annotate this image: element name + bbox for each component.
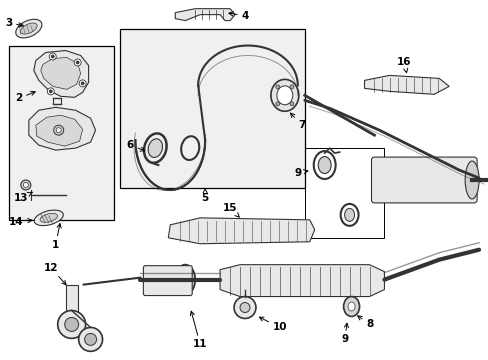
Circle shape: [47, 88, 54, 95]
Polygon shape: [168, 218, 314, 244]
Text: 12: 12: [43, 263, 66, 285]
Polygon shape: [29, 107, 95, 150]
Text: 2: 2: [15, 91, 35, 103]
Bar: [9, 45, 113, 220]
Polygon shape: [175, 9, 235, 21]
Ellipse shape: [175, 265, 195, 294]
Text: 10: 10: [259, 317, 286, 332]
Circle shape: [275, 102, 279, 106]
Text: 14: 14: [9, 217, 32, 227]
Text: 8: 8: [357, 316, 372, 329]
Ellipse shape: [40, 213, 58, 222]
Ellipse shape: [343, 297, 359, 316]
Circle shape: [56, 128, 61, 133]
Circle shape: [21, 180, 31, 190]
Ellipse shape: [16, 19, 42, 38]
Text: 3: 3: [5, 18, 23, 28]
Polygon shape: [41, 58, 81, 89]
Text: 9: 9: [340, 323, 348, 345]
Circle shape: [289, 85, 293, 89]
Circle shape: [289, 102, 293, 106]
Text: 1: 1: [52, 224, 61, 250]
Text: 15: 15: [223, 203, 239, 217]
Text: 13: 13: [14, 192, 32, 203]
Bar: [65, 285, 78, 315]
Circle shape: [79, 80, 86, 87]
Text: 6: 6: [126, 140, 144, 151]
Circle shape: [76, 61, 79, 64]
Circle shape: [275, 85, 279, 89]
Ellipse shape: [318, 157, 330, 174]
Circle shape: [240, 302, 249, 312]
Ellipse shape: [344, 208, 354, 221]
Text: 9: 9: [294, 168, 307, 178]
Circle shape: [58, 310, 85, 338]
Circle shape: [54, 125, 63, 135]
Circle shape: [234, 297, 255, 319]
Text: 7: 7: [290, 113, 305, 130]
Polygon shape: [36, 115, 82, 146]
Circle shape: [74, 59, 81, 66]
Circle shape: [49, 90, 52, 93]
Bar: [304, 148, 384, 238]
Ellipse shape: [347, 302, 354, 311]
Text: 11: 11: [190, 311, 207, 349]
Circle shape: [51, 55, 54, 58]
Circle shape: [79, 328, 102, 351]
Ellipse shape: [148, 139, 162, 157]
Text: 16: 16: [396, 58, 411, 73]
Polygon shape: [34, 50, 88, 97]
Polygon shape: [364, 75, 448, 94]
Circle shape: [64, 318, 79, 332]
Circle shape: [84, 333, 96, 345]
Polygon shape: [220, 265, 384, 297]
Ellipse shape: [276, 86, 292, 105]
Bar: [120, 28, 304, 188]
Circle shape: [81, 82, 84, 85]
Ellipse shape: [464, 161, 478, 199]
Ellipse shape: [180, 271, 190, 289]
FancyBboxPatch shape: [143, 266, 192, 296]
Ellipse shape: [270, 80, 298, 111]
Circle shape: [23, 183, 28, 188]
FancyBboxPatch shape: [371, 157, 476, 203]
Circle shape: [49, 53, 56, 60]
Ellipse shape: [34, 210, 63, 226]
Text: 4: 4: [228, 11, 248, 21]
Text: 5: 5: [201, 189, 208, 203]
Ellipse shape: [20, 23, 37, 34]
